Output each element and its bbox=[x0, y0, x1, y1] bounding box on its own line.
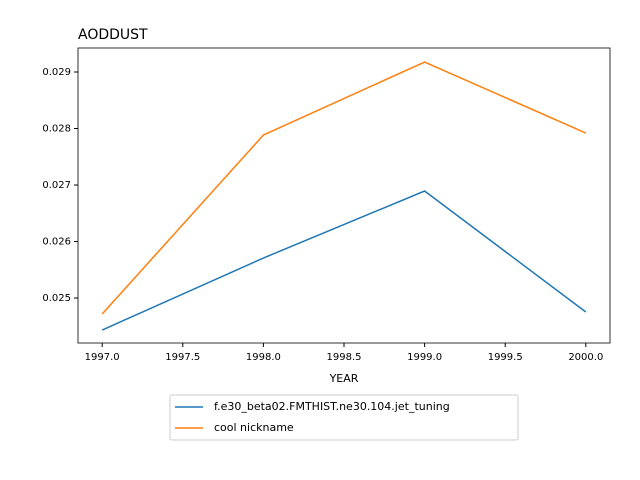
x-axis-label: YEAR bbox=[329, 372, 359, 385]
chart-title: AODDUST bbox=[78, 27, 148, 43]
x-tick-label: 2000.0 bbox=[568, 352, 603, 363]
y-tick-label: 0.027 bbox=[42, 180, 71, 191]
x-tick-label: 1999.5 bbox=[488, 352, 523, 363]
plot-frame bbox=[77, 47, 611, 344]
y-tick-label: 0.028 bbox=[42, 124, 71, 135]
legend-label: f.e30_beta02.FMTHIST.ne30.104.jet_tuning bbox=[214, 400, 450, 413]
x-tick-label: 1997.5 bbox=[165, 352, 200, 363]
legend-box bbox=[169, 394, 519, 441]
y-tick-label: 0.026 bbox=[42, 237, 71, 248]
series-line bbox=[101, 61, 587, 315]
x-tick-label: 1998.5 bbox=[327, 352, 362, 363]
y-tick-label: 0.029 bbox=[42, 67, 71, 78]
x-tick-label: 1998.0 bbox=[246, 352, 281, 363]
x-tick-label: 1999.0 bbox=[407, 352, 442, 363]
series-line bbox=[101, 190, 587, 331]
x-tick-label: 1997.0 bbox=[85, 352, 120, 363]
legend-label: cool nickname bbox=[214, 421, 294, 434]
y-tick-label: 0.025 bbox=[42, 293, 71, 304]
